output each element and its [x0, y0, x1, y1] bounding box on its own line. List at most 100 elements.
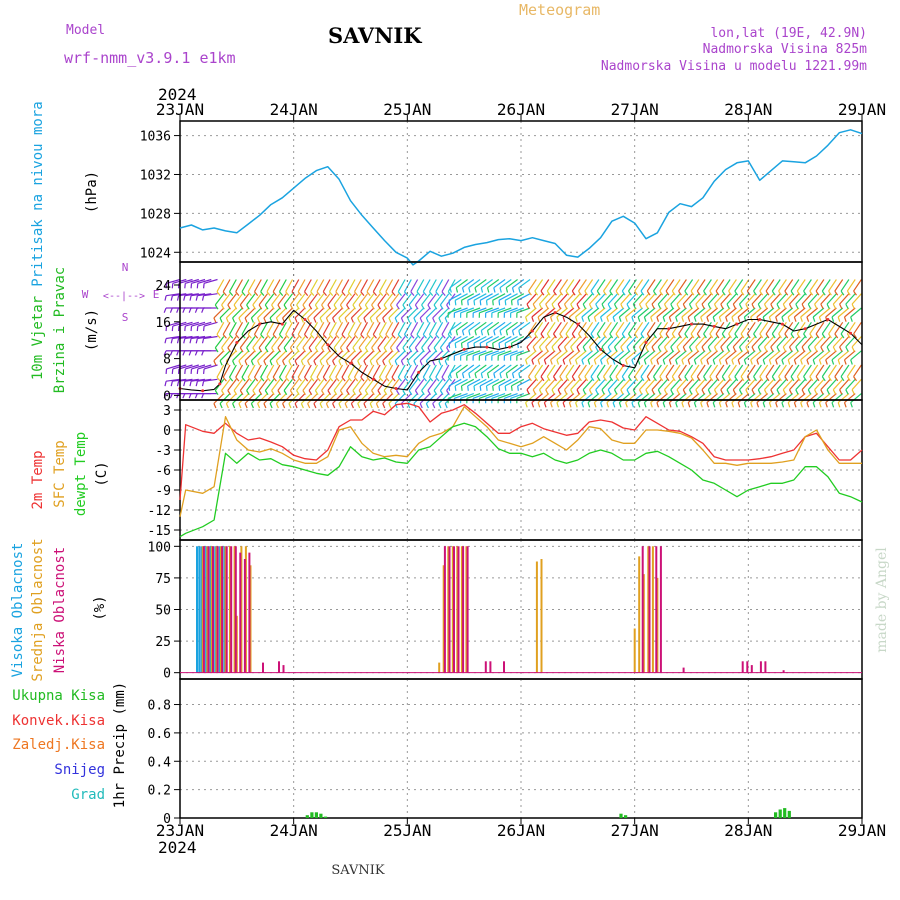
wind-barb	[499, 364, 512, 374]
wind-barb-flag	[314, 347, 319, 353]
wind-barb	[770, 293, 781, 305]
wind-barb	[178, 293, 193, 297]
cloud-ylabel-low: Niska Oblacnost	[52, 547, 68, 673]
wind-barb	[590, 364, 600, 377]
wind-barb	[321, 378, 331, 391]
wind-barb-flag	[732, 389, 737, 395]
wind-barb	[646, 321, 656, 335]
wind-barb-flag	[394, 360, 398, 366]
wind-barb-flag	[176, 338, 180, 344]
wind-barb-flag	[770, 346, 774, 352]
wind-barb-flag	[316, 334, 321, 339]
wind-gust-point	[690, 322, 693, 326]
wind-barb-flag	[588, 303, 593, 309]
y-tick-label: 0.4	[148, 755, 172, 770]
wind-barb-flag	[809, 290, 814, 296]
wind-barb-flag	[432, 360, 436, 366]
wind-barb-flag	[335, 376, 340, 382]
precip-bar	[323, 816, 328, 818]
wind-barb-flag	[681, 402, 685, 408]
wind-barb	[308, 378, 318, 391]
wind-barb-flag	[740, 333, 745, 339]
wind-barb	[491, 350, 506, 357]
wind-barb-flag	[372, 291, 377, 296]
wind-barb	[600, 393, 612, 404]
wind-barb-flag	[432, 317, 436, 323]
wind-barb-flag	[784, 290, 789, 296]
wind-barb-flag	[575, 359, 578, 365]
wind-barb-flag	[350, 317, 354, 323]
wind-barb	[313, 307, 325, 319]
wind-barb-flag	[612, 359, 616, 365]
wind-barb-flag	[266, 376, 271, 382]
wind-barb	[285, 364, 294, 378]
wind-barb	[260, 279, 269, 292]
wind-barb-flag	[263, 317, 267, 323]
wind-barb-flag	[637, 316, 641, 322]
wind-barb-flag	[621, 290, 626, 296]
wind-barb-flag	[665, 376, 670, 382]
wind-barb-flag	[607, 346, 612, 352]
wind-barb-flag	[528, 290, 532, 296]
wind-barb	[759, 364, 769, 377]
wind-barb	[650, 393, 662, 404]
wind-barb-flag	[850, 316, 853, 322]
wind-barb-flag	[665, 333, 670, 339]
wind-barb-flag	[354, 334, 359, 339]
wind-barb-flag	[807, 303, 812, 309]
wind-barb	[413, 393, 425, 404]
wind-barb	[815, 321, 825, 335]
wind-barb	[659, 321, 669, 335]
wind-barb	[252, 293, 262, 306]
wind-barb	[383, 336, 394, 349]
wind-barb	[263, 393, 275, 404]
wind-barb	[232, 393, 243, 404]
wind-barb-flag	[510, 385, 513, 391]
wind-barb-flag	[587, 402, 591, 408]
wind-barb-flag	[433, 347, 438, 353]
wind-barb-flag	[656, 402, 660, 408]
wind-barb-flag	[571, 290, 576, 296]
wind-barb	[570, 293, 581, 305]
wind-barb	[313, 350, 325, 362]
wind-barb	[421, 336, 431, 349]
wind-barb-flag	[659, 290, 664, 296]
wind-barb	[498, 293, 512, 301]
precip-legend-conv: Konvek.Kisa	[12, 713, 105, 729]
wind-barb	[467, 293, 481, 301]
wind-barb-flag	[526, 346, 530, 352]
wind-barb	[303, 364, 312, 378]
wind-barb	[740, 364, 750, 377]
wind-barb	[621, 321, 631, 335]
wind-barb	[358, 378, 368, 391]
y-tick-label: -6	[155, 464, 171, 479]
wind-barb	[252, 336, 262, 349]
wind-barb	[517, 378, 531, 387]
wind-barb-flag	[770, 303, 774, 309]
wind-barb	[291, 279, 300, 292]
wind-barb	[626, 293, 637, 305]
wind-barb-flag	[492, 343, 494, 349]
wind-barb	[562, 307, 575, 318]
wind-barb-flag	[593, 402, 597, 408]
wind-barb	[850, 393, 862, 404]
wind-barb	[728, 279, 737, 292]
wind-barb	[441, 364, 450, 378]
wind-barb	[448, 335, 462, 344]
wind-barb-flag	[467, 300, 469, 306]
wind-barb	[557, 378, 569, 391]
wind-barb	[467, 378, 481, 387]
wind-barb-flag	[222, 291, 227, 296]
wind-barb-flag	[196, 326, 199, 332]
wind-barb-flag	[269, 403, 273, 409]
wind-barb	[178, 321, 193, 327]
wind-gust-point	[826, 318, 830, 321]
wind-barb	[221, 293, 231, 306]
wind-barb-flag	[244, 317, 248, 323]
wind-barb-flag	[701, 303, 705, 309]
wind-barb-flag	[632, 303, 637, 309]
elevation-label: Nadmorska Visina 825m	[703, 42, 868, 57]
wind-barb	[516, 393, 531, 399]
wind-barb	[787, 350, 800, 361]
